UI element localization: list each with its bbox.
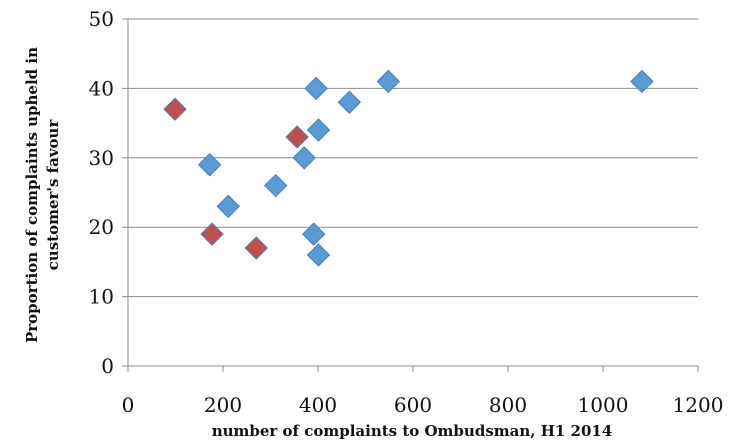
data-point-blue	[304, 76, 328, 101]
data-point-blue	[216, 194, 240, 219]
tick-labels: 0 10 20 30 40 50 0 200 400 600 800 1000 1200	[89, 7, 724, 417]
x-axis-title: number of complaints to Ombudsman, H1 20…	[212, 422, 613, 440]
x-tick-label: 400	[299, 393, 337, 417]
data-point-blue	[630, 69, 654, 94]
gridlines	[128, 18, 698, 298]
data-point-blue	[376, 69, 401, 94]
data-point-blue	[197, 153, 222, 177]
y-axis-title-line1: Proportion of complaints upheld in	[23, 47, 41, 343]
x-tick-label: 1000	[578, 393, 629, 417]
x-tick-label: 800	[489, 393, 527, 417]
data-point-red	[163, 97, 187, 121]
data-point-blue	[292, 146, 316, 170]
data-point-blue	[302, 222, 326, 246]
y-tick-label: 50	[89, 7, 114, 31]
data-point-blue	[337, 90, 362, 114]
y-tick-label: 10	[89, 285, 114, 309]
y-tick-label: 20	[89, 215, 114, 239]
x-tick-label: 600	[394, 393, 432, 417]
x-tick-label: 1200	[673, 393, 724, 417]
data-points	[163, 69, 654, 267]
data-point-red	[200, 222, 224, 246]
data-point-blue	[264, 173, 288, 198]
x-tick-label: 200	[204, 393, 242, 417]
y-tick-label: 0	[101, 354, 114, 378]
data-point-red	[244, 236, 268, 260]
data-point-red	[285, 125, 309, 149]
y-tick-label: 40	[89, 76, 114, 100]
y-axis-title-line2: customer's favour	[44, 119, 62, 271]
data-point-blue	[306, 243, 331, 267]
data-point-blue	[306, 118, 331, 142]
y-tick-label: 30	[89, 146, 114, 170]
x-tick-label: 0	[122, 393, 135, 417]
axes	[122, 18, 699, 372]
